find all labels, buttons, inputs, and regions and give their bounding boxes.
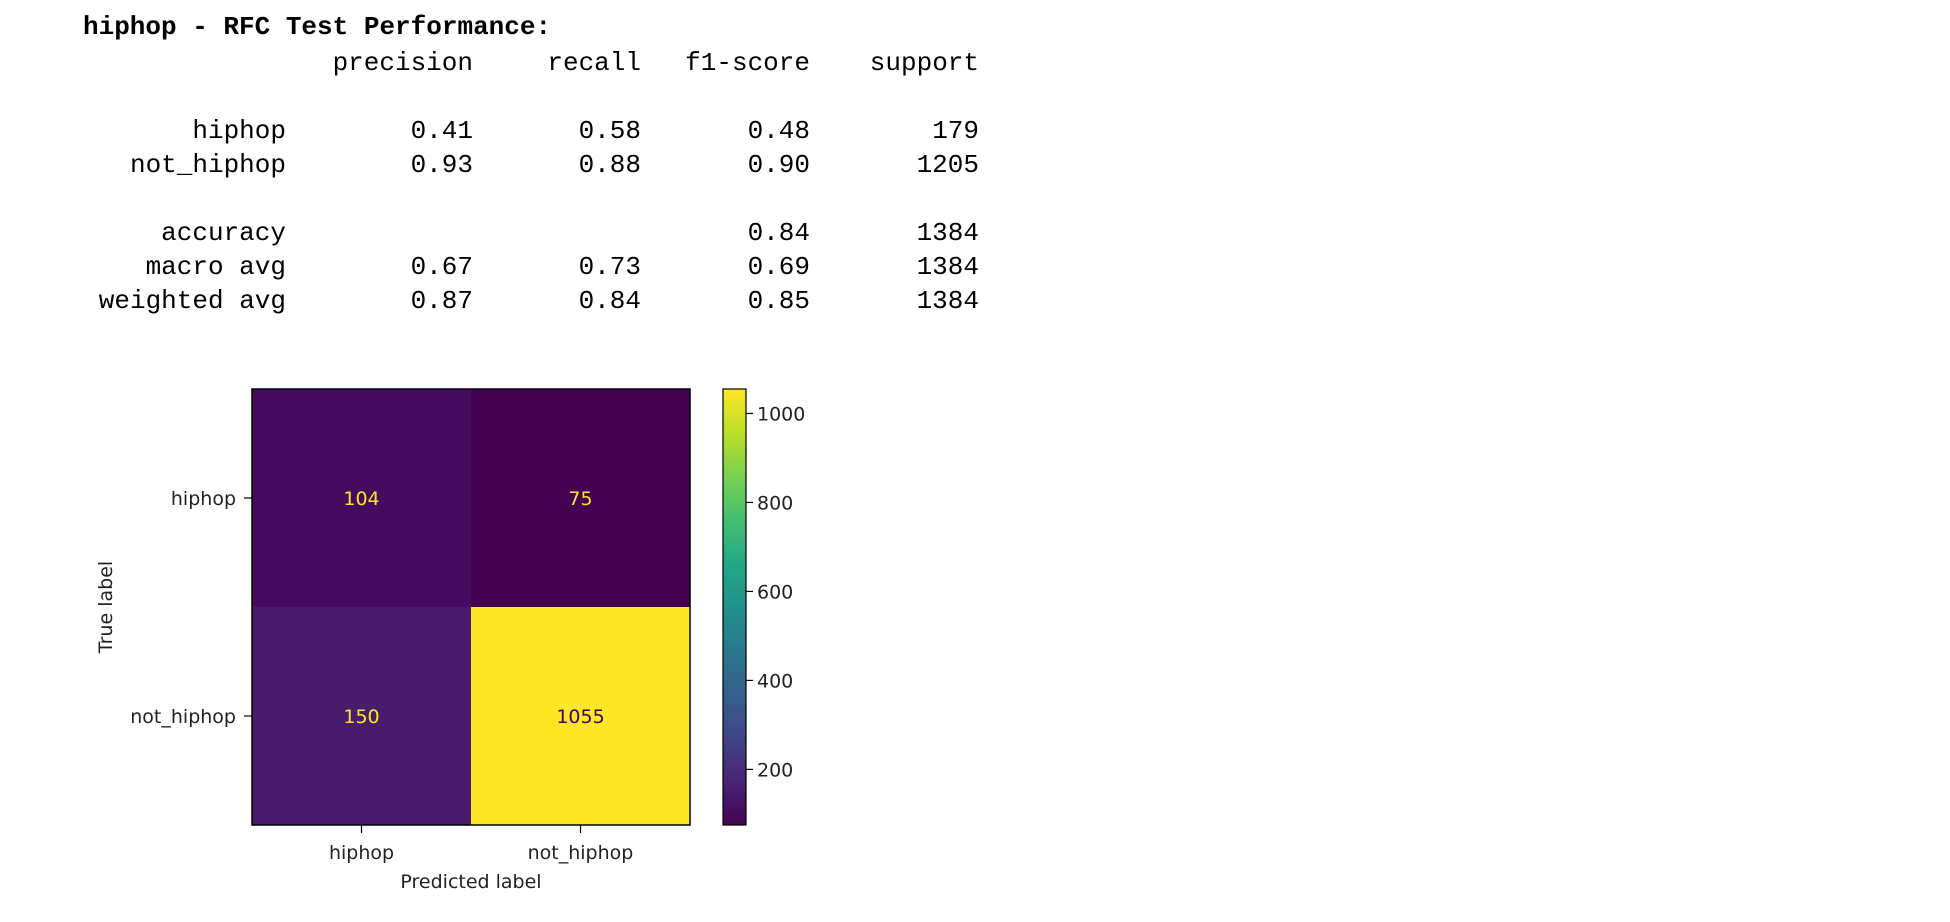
row-support: 1205: [916, 150, 979, 180]
row-support: 1384: [916, 218, 979, 248]
report-title: hiphop - RFC Test Performance:: [83, 12, 552, 42]
y-tick-label: not_hiphop: [130, 706, 236, 728]
colorbar: [722, 388, 747, 826]
matrix-frame: [251, 388, 691, 826]
row-label: weighted avg: [98, 286, 286, 316]
colorbar-tick-label: 1000: [757, 403, 805, 425]
y-tick-label: hiphop: [171, 488, 236, 510]
x-tick-label: not_hiphop: [528, 842, 634, 864]
colorbar-tick-label: 800: [757, 492, 793, 514]
cell-value-label: 75: [568, 488, 592, 510]
report-row-hiphop: hiphop 0.41 0.58 0.48 179: [83, 114, 979, 148]
row-label: not_hiphop: [129, 150, 286, 180]
matrix-cell: [252, 607, 471, 825]
row-precision: 0.87: [410, 286, 473, 316]
row-support: 1384: [916, 252, 979, 282]
row-f1-score: 0.84: [747, 218, 810, 248]
header-support: support: [869, 48, 979, 78]
row-precision: 0.41: [410, 116, 473, 146]
row-f1-score: 0.85: [747, 286, 810, 316]
row-recall: 0.58: [578, 116, 641, 146]
header-f1-score: f1-score: [685, 48, 810, 78]
x-tick-label: hiphop: [329, 842, 394, 864]
cell-value-label: 104: [343, 488, 379, 510]
x-axis-label: Predicted label: [400, 871, 541, 893]
row-recall: 0.73: [578, 252, 641, 282]
header-precision: precision: [332, 48, 473, 78]
colorbar-tick-label: 400: [757, 670, 793, 692]
y-axis-label: True label: [95, 561, 117, 654]
row-label: accuracy: [161, 218, 286, 248]
header-recall: recall: [547, 48, 641, 78]
classification-report: precision recall f1-score support hiphop…: [83, 46, 979, 318]
row-label: hiphop: [192, 116, 286, 146]
row-f1-score: 0.90: [747, 150, 810, 180]
report-row-not-hiphop: not_hiphop 0.93 0.88 0.90 1205: [83, 148, 979, 182]
row-support: 1384: [916, 286, 979, 316]
row-precision: 0.67: [410, 252, 473, 282]
report-row-weighted-avg: weighted avg 0.87 0.84 0.85 1384: [83, 284, 979, 318]
row-support: 179: [932, 116, 979, 146]
matrix-cell: [252, 389, 471, 607]
cell-value-label: 150: [343, 706, 379, 728]
colorbar-tick-label: 600: [757, 581, 793, 603]
colorbar-tick-label: 200: [757, 759, 793, 781]
cell-value-label: 1055: [556, 706, 604, 728]
row-recall: 0.84: [578, 286, 641, 316]
row-label: macro avg: [145, 252, 286, 282]
report-header-row: precision recall f1-score support: [83, 46, 979, 80]
report-row-accuracy: accuracy 0.84 1384: [83, 216, 979, 250]
report-row-macro-avg: macro avg 0.67 0.73 0.69 1384: [83, 250, 979, 284]
matrix-cell: [471, 607, 690, 825]
row-f1-score: 0.69: [747, 252, 810, 282]
row-f1-score: 0.48: [747, 116, 810, 146]
matrix-cell: [471, 389, 690, 607]
row-recall: 0.88: [578, 150, 641, 180]
row-precision: 0.93: [410, 150, 473, 180]
